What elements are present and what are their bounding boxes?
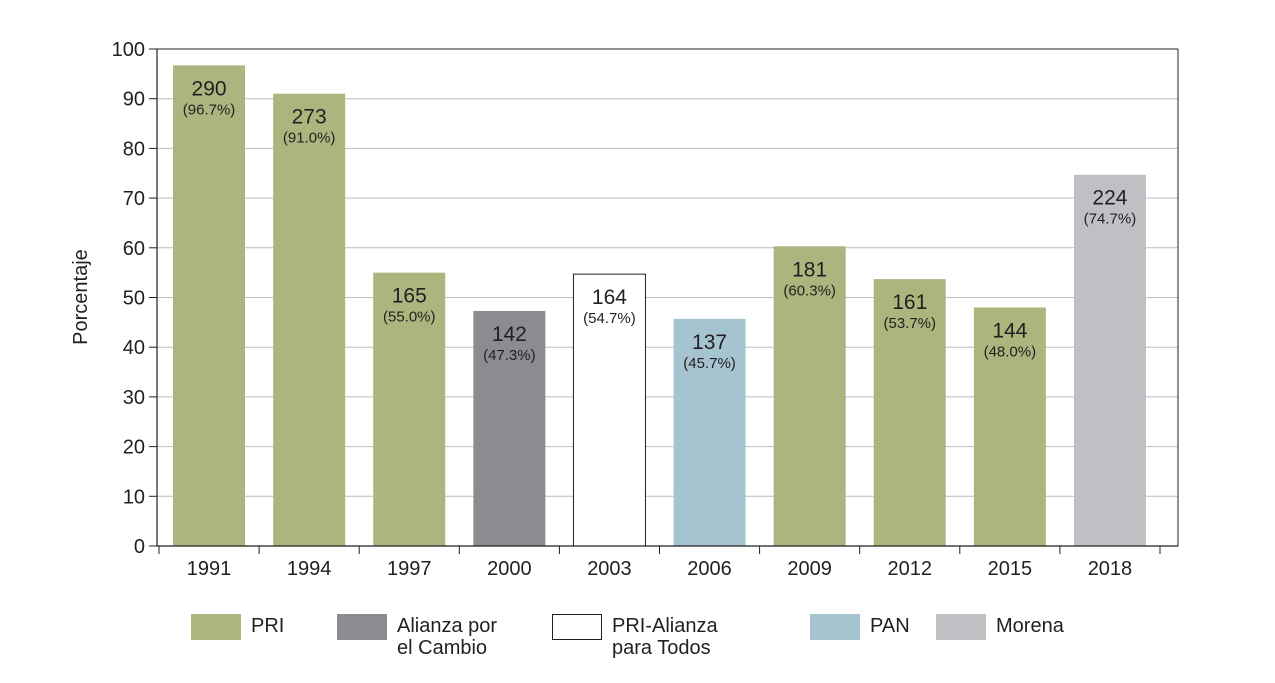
- y-tick-label-60: 60: [123, 238, 145, 260]
- bar-2012: [873, 279, 946, 546]
- legend-swatch: [810, 614, 860, 640]
- legend-label-line: PRI: [251, 615, 285, 637]
- axes: 0 10 20 30 40 50 60 70 80 90 100 1991 1994 1997 2000 20…: [112, 39, 1179, 580]
- x-tick-label-2000: 2000: [487, 558, 532, 580]
- legend-swatch: [191, 614, 241, 640]
- bar-count-label-2018: 224: [1092, 187, 1127, 210]
- x-tick-label-2015: 2015: [988, 558, 1033, 580]
- bar-2015: [973, 307, 1046, 546]
- bar-count-label-2006: 137: [692, 331, 727, 354]
- legend-label-line: el Cambio: [397, 637, 488, 659]
- legend-label: Alianza por el Cambio: [397, 615, 497, 659]
- bar-pct-label-1991: (96.7%): [183, 101, 236, 118]
- x-tick-label-2018: 2018: [1088, 558, 1133, 580]
- legend-item-morena: Morena: [936, 614, 1064, 640]
- x-tick-label-2009: 2009: [787, 558, 832, 580]
- legend-label-line: Morena: [996, 615, 1064, 637]
- legend-label: PRI-Alianza para Todos: [612, 615, 718, 659]
- x-tick-label-2012: 2012: [888, 558, 933, 580]
- bar-count-label-2003: 164: [592, 286, 627, 309]
- bar-pct-label-2012: (53.7%): [883, 315, 936, 332]
- bar-2018: [1073, 174, 1146, 546]
- bar-pct-label-2003: (54.7%): [583, 310, 636, 327]
- x-tick-label-1994: 1994: [287, 558, 332, 580]
- bar-pct-label-2009: (60.3%): [783, 282, 836, 299]
- x-tick-label-1991: 1991: [187, 558, 232, 580]
- y-tick-label-50: 50: [123, 288, 145, 310]
- bar-2006: [673, 318, 746, 546]
- legend-label-line: PRI-Alianza: [612, 615, 718, 637]
- legend-swatch: [936, 614, 986, 640]
- bar-count-label-2000: 142: [492, 323, 527, 346]
- legend-label-line: Alianza por: [397, 615, 498, 637]
- bar-2009: [773, 246, 846, 546]
- legend-label-line: PAN: [870, 615, 910, 637]
- bar-count-label-1991: 290: [192, 77, 227, 100]
- bar-count-label-1994: 273: [292, 106, 327, 129]
- bar-count-label-2012: 161: [892, 291, 927, 314]
- legend-item-pan: PAN: [810, 614, 910, 640]
- y-axis-label: Porcentaje: [70, 249, 92, 345]
- legend-swatch: [337, 614, 387, 640]
- y-tick-label-40: 40: [123, 337, 145, 359]
- bar-pct-label-1997: (55.0%): [383, 309, 436, 326]
- legend-label: PAN: [870, 615, 910, 637]
- bar-count-label-1997: 165: [392, 285, 427, 308]
- legend-item-pri: PRI: [191, 614, 284, 640]
- bar-1997: [373, 272, 446, 546]
- x-tick-label-1997: 1997: [387, 558, 432, 580]
- bar-count-label-2009: 181: [792, 258, 827, 281]
- bar-pct-label-2000: (47.3%): [483, 347, 536, 364]
- y-tick-label-0: 0: [134, 536, 145, 558]
- x-tick-label-2003: 2003: [587, 558, 632, 580]
- bar-1994: [273, 93, 346, 546]
- bar-pct-label-2015: (48.0%): [984, 343, 1037, 360]
- y-tick-label-80: 80: [123, 138, 145, 160]
- bar-pct-label-2006: (45.7%): [683, 355, 736, 372]
- y-tick-label-70: 70: [123, 188, 145, 210]
- legend-label-line: para Todos: [612, 637, 711, 659]
- bar-count-label-2015: 144: [992, 319, 1027, 342]
- x-tick-label-2006: 2006: [687, 558, 732, 580]
- bar-pct-label-2018: (74.7%): [1084, 211, 1137, 228]
- legend-label: PRI: [251, 615, 284, 637]
- y-tick-label-90: 90: [123, 89, 145, 111]
- bar-1991: [173, 65, 246, 546]
- legend-label: Morena: [996, 615, 1064, 637]
- y-tick-label-20: 20: [123, 437, 145, 459]
- bars: [173, 65, 1146, 547]
- y-tick-label-30: 30: [123, 387, 145, 409]
- y-tick-label-10: 10: [123, 486, 145, 508]
- y-tick-label-100: 100: [112, 39, 145, 61]
- bar-2000: [473, 310, 546, 546]
- legend-item-alianza-por-el-cambio: Alianza por el Cambio: [337, 614, 497, 659]
- bar-pct-label-1994: (91.0%): [283, 130, 336, 147]
- data-labels: 290(96.7%) 273(91.0%) 165(55.0%) 142(47.3%)…: [183, 77, 1136, 371]
- legend-swatch: [552, 614, 602, 640]
- legend-item-pri-alianza-para-todos: PRI-Alianza para Todos: [552, 614, 718, 659]
